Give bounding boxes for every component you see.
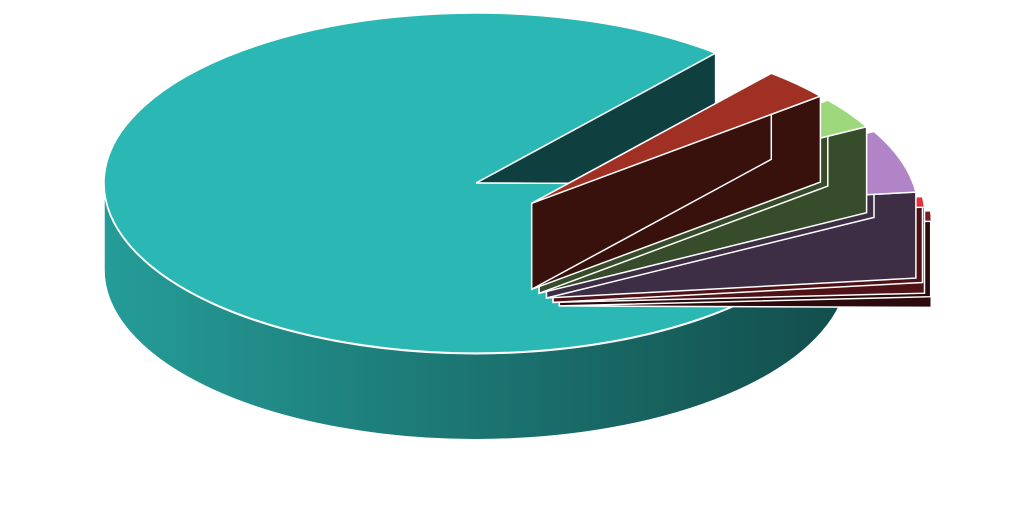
pie-slice-1 xyxy=(531,72,823,205)
